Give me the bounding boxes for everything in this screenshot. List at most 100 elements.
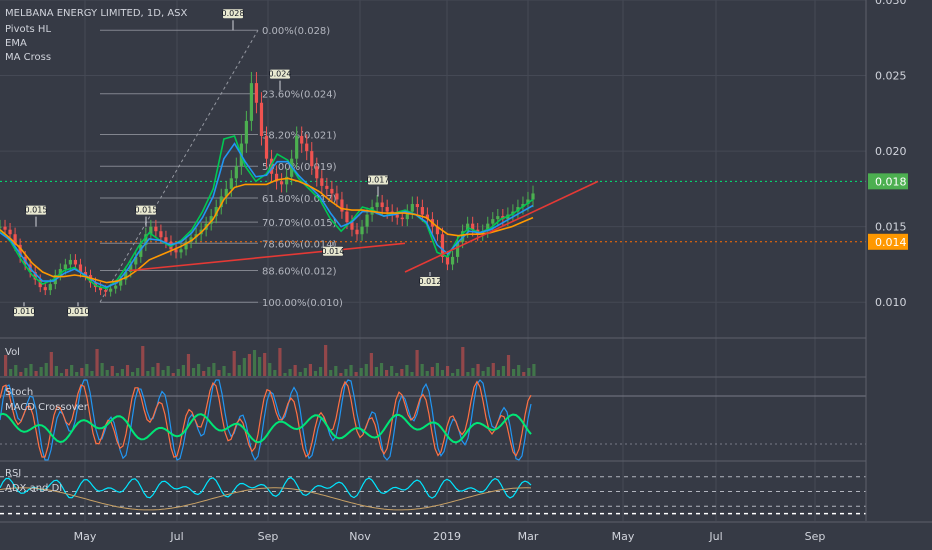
trendline-0 <box>129 242 406 272</box>
adx-di-label[interactable]: ADX and DI <box>5 483 63 494</box>
volume-bar-10 <box>54 366 58 376</box>
volume-bar-75 <box>385 370 389 376</box>
volume-bar-73 <box>374 367 379 376</box>
volume-bar-20 <box>105 370 109 376</box>
candle-body-68 <box>340 199 344 212</box>
candle-body-106 <box>531 193 535 200</box>
candle-body-66 <box>330 188 334 194</box>
candle-body-12 <box>58 268 62 276</box>
time-axis[interactable]: May Jul Sep Nov 2019 Mar May Jul Sep <box>74 530 826 543</box>
candle-body-10 <box>48 284 52 291</box>
volume-bar-68 <box>349 365 353 376</box>
stoch-pane-label[interactable]: Stoch <box>5 387 34 398</box>
candle-body-22 <box>109 288 113 292</box>
volume-bar-47 <box>242 358 246 376</box>
candle-body-23 <box>114 285 118 289</box>
candle-body-47 <box>234 166 238 179</box>
volume-bar-103 <box>527 368 531 376</box>
pivot-label-4: 0.028 <box>222 9 245 18</box>
volume-bar-70 <box>359 368 363 376</box>
volume-bar-41 <box>212 363 216 376</box>
candle-body-97 <box>486 223 490 232</box>
candle-body-49 <box>244 120 248 144</box>
candle-body-104 <box>521 204 525 208</box>
volume-bar-2 <box>14 365 18 376</box>
candle-body-82 <box>410 204 414 212</box>
volume-pane-label[interactable]: Vol <box>5 347 20 358</box>
candle-body-35 <box>174 249 178 253</box>
volume-bar-99 <box>506 355 511 376</box>
indicator-pivots-hl[interactable]: Pivots HL <box>5 24 52 35</box>
volume-bar-74 <box>379 363 384 376</box>
candle-body-50 <box>249 83 254 121</box>
volume-bar-45 <box>232 351 236 376</box>
candle-body-96 <box>481 231 485 235</box>
volume-bar-91 <box>466 372 470 376</box>
time-tick-label-2: Sep <box>258 530 279 543</box>
candle-body-7 <box>33 272 37 280</box>
volume-bar-90 <box>461 347 465 376</box>
candle-body-75 <box>375 202 379 208</box>
volume-bar-1 <box>9 369 13 376</box>
fibonacci-retracement[interactable]: 0.00%(0.028) 23.60%(0.024) 38.20%(0.021) 50… <box>99 26 343 309</box>
volume-bar-29 <box>151 367 155 376</box>
candle-body-59 <box>295 136 299 159</box>
pane-separators[interactable] <box>0 337 932 523</box>
volume-bar-9 <box>49 352 53 376</box>
volume-bar-89 <box>456 369 460 376</box>
volume-bar-94 <box>481 371 485 376</box>
candle-body-36 <box>179 249 183 253</box>
rsi-pane-label[interactable]: RSI <box>5 468 22 479</box>
volume-bar-32 <box>166 366 170 376</box>
pivot-label-6: 0.014 <box>322 247 345 256</box>
fib-label-8: 100.00%(0.010) <box>262 298 343 309</box>
volume-bar-46 <box>237 365 241 376</box>
candle-body-61 <box>305 143 309 152</box>
volume-bar-81 <box>415 350 419 376</box>
candle-body-56 <box>279 181 284 185</box>
candle-body-0 <box>0 226 2 228</box>
volume-bar-72 <box>369 353 373 376</box>
volume-bar-76 <box>390 366 394 376</box>
volume-bar-87 <box>445 366 450 376</box>
candle-body-91 <box>455 241 460 257</box>
candle-body-89 <box>445 256 450 265</box>
price-axis[interactable]: 0.030 0.025 0.020 0.015 0.010 0.018 0.014 <box>865 0 932 521</box>
volume-bar-12 <box>64 369 69 376</box>
pivot-labels: 0.015 0.010 0.010 0.015 0.028 0.024 0.014 0.017… <box>13 9 441 317</box>
macd-line <box>0 412 532 444</box>
price-badge-label-0: 0.018 <box>875 175 907 188</box>
trendlines[interactable] <box>129 180 599 273</box>
candle-body-21 <box>103 290 108 292</box>
candle-body-76 <box>380 202 384 208</box>
volume-bar-26 <box>136 368 140 376</box>
volume-bar-65 <box>334 366 338 376</box>
volume-bar-6 <box>34 371 38 376</box>
pivot-label-0: 0.015 <box>25 206 48 215</box>
pivot-box-1 <box>14 307 34 317</box>
symbol-title[interactable]: MELBANA ENERGY LIMITED, 1D, ASX <box>5 8 188 19</box>
volume-bar-37 <box>191 368 196 376</box>
time-tick-label-7: Jul <box>708 530 722 543</box>
volume-bar-97 <box>496 370 500 376</box>
candle-body-80 <box>400 217 404 220</box>
volume-bar-34 <box>176 369 180 376</box>
candle-body-37 <box>184 241 188 250</box>
horizontal-levels[interactable] <box>0 180 866 243</box>
volume-bar-53 <box>273 370 277 376</box>
time-tick-label-3: Nov <box>349 530 371 543</box>
candle-body-84 <box>420 207 424 215</box>
candle-body-98 <box>491 219 495 224</box>
volume-bar-84 <box>430 367 434 376</box>
volume-bar-61 <box>313 371 318 376</box>
indicator-ma-cross[interactable]: MA Cross <box>5 52 52 63</box>
indicator-ema[interactable]: EMA <box>5 38 27 49</box>
volume-bar-30 <box>156 363 160 376</box>
macd-crossover-label[interactable]: MACD Crossover <box>5 402 88 413</box>
candle-body-57 <box>285 176 289 185</box>
volume-bar-59 <box>303 368 307 376</box>
candle-body-94 <box>471 223 475 230</box>
candle-body-52 <box>259 102 264 137</box>
